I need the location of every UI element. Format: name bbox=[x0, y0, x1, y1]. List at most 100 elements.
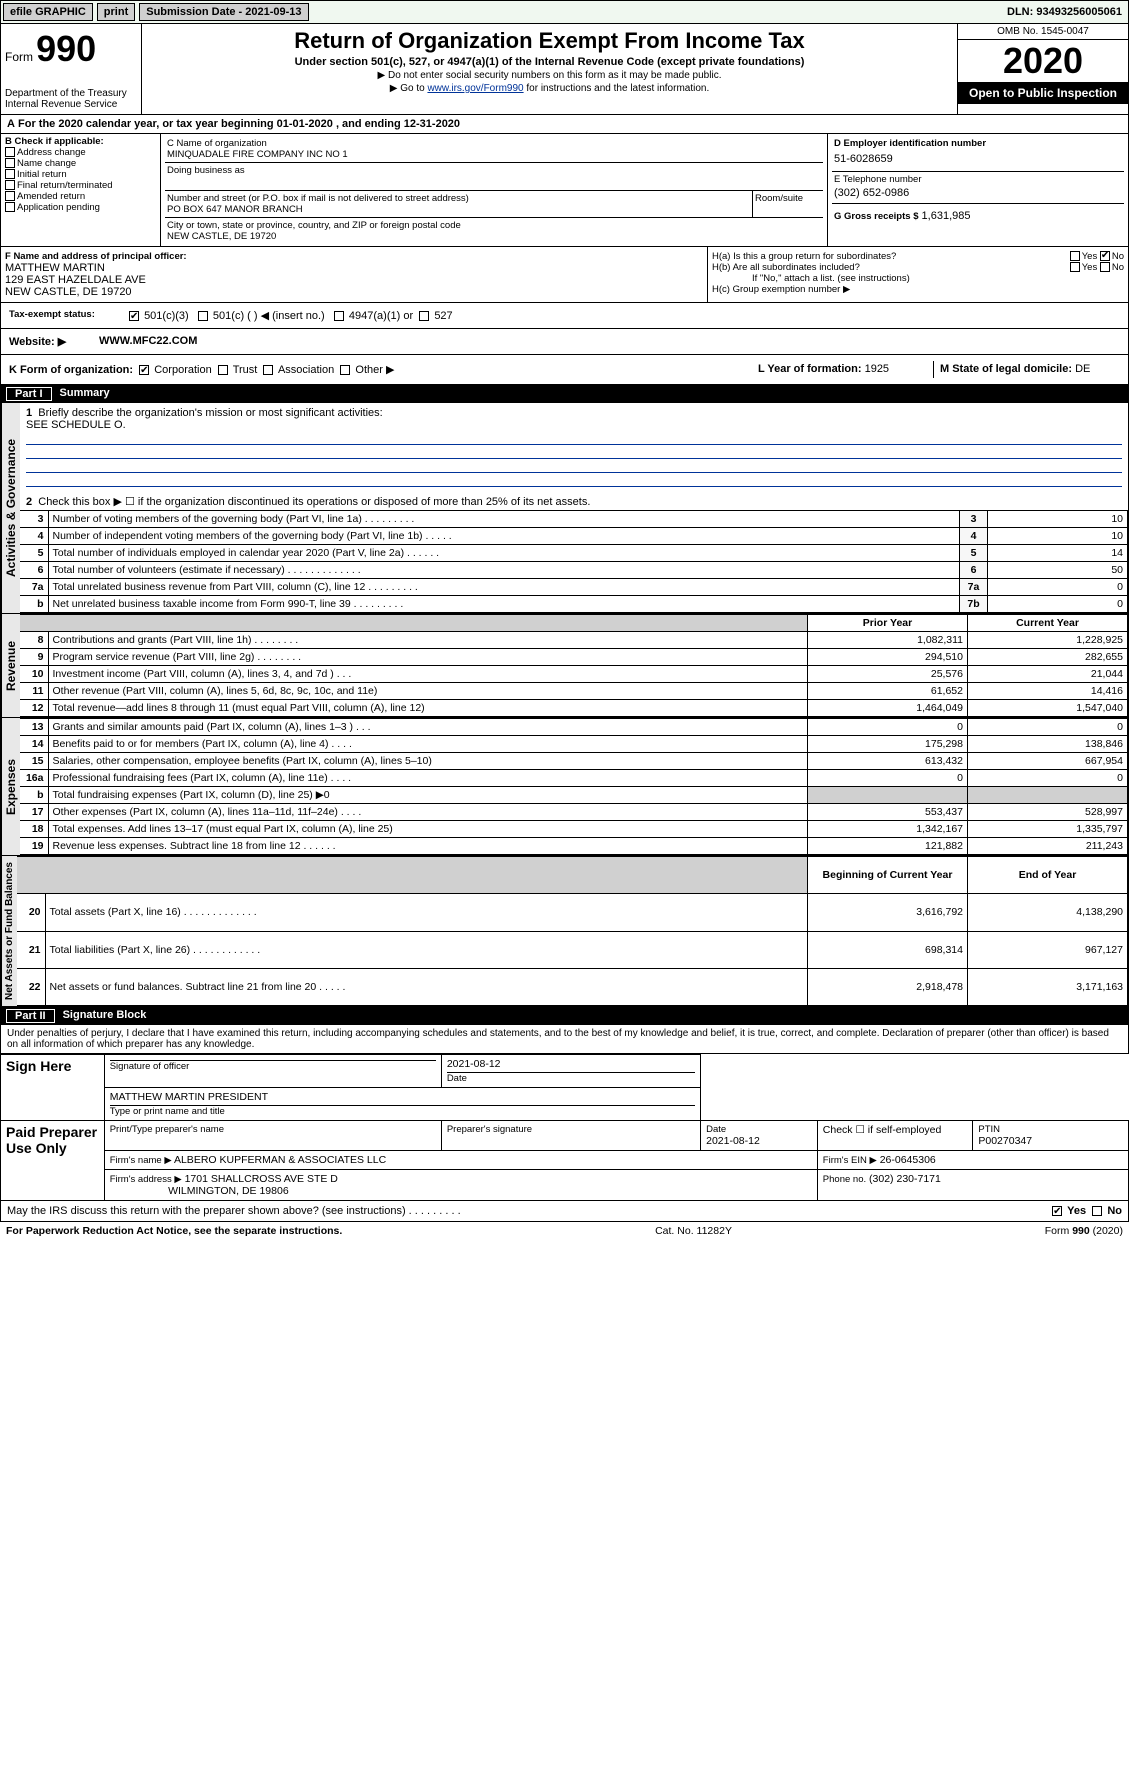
k-assoc: Association bbox=[278, 364, 334, 376]
f-label: F Name and address of principal officer: bbox=[5, 251, 703, 262]
netassets-table: Beginning of Current YearEnd of Year20To… bbox=[17, 856, 1128, 1006]
e-label: E Telephone number bbox=[834, 174, 1122, 185]
addr-label: Number and street (or P.O. box if mail i… bbox=[167, 193, 750, 204]
table-row: 4Number of independent voting members of… bbox=[20, 528, 1128, 545]
firm-name: ALBERO KUPFERMAN & ASSOCIATES LLC bbox=[174, 1154, 386, 1166]
mission-text: SEE SCHEDULE O. bbox=[26, 419, 1122, 431]
col-b: B Check if applicable: Address change Na… bbox=[1, 134, 161, 246]
g-label: G Gross receipts $ bbox=[834, 211, 918, 222]
hb-no[interactable] bbox=[1100, 262, 1110, 272]
expenses-section: Expenses 13Grants and similar amounts pa… bbox=[0, 718, 1129, 856]
print-button[interactable]: print bbox=[97, 3, 135, 21]
firm-name-label: Firm's name ▶ bbox=[110, 1155, 172, 1166]
irs-label: Internal Revenue Service bbox=[5, 99, 137, 110]
expenses-table: 13Grants and similar amounts paid (Part … bbox=[20, 718, 1128, 855]
table-row: 20Total assets (Part X, line 16) . . . .… bbox=[17, 894, 1128, 931]
k-label: K Form of organization: bbox=[9, 364, 133, 376]
part1-header: Part I Summary bbox=[0, 385, 1129, 403]
note-pre: ▶ Go to bbox=[390, 83, 428, 94]
firm-ein: 26-0645306 bbox=[880, 1154, 936, 1166]
officer-printed: MATTHEW MARTIN PRESIDENT bbox=[110, 1091, 695, 1103]
firm-ein-label: Firm's EIN ▶ bbox=[823, 1155, 877, 1166]
efile-button[interactable]: efile GRAPHIC bbox=[3, 3, 93, 21]
rule-line bbox=[26, 433, 1122, 445]
paid-preparer: Paid Preparer Use Only bbox=[1, 1121, 105, 1201]
omb-number: OMB No. 1545-0047 bbox=[958, 24, 1128, 40]
hb-yes[interactable] bbox=[1070, 262, 1080, 272]
website: WWW.MFC22.COM bbox=[95, 333, 201, 350]
line-j: Website: ▶ WWW.MFC22.COM bbox=[0, 329, 1129, 355]
chk-other[interactable] bbox=[340, 365, 350, 375]
discuss-yes[interactable] bbox=[1052, 1206, 1062, 1216]
b-item: Initial return bbox=[17, 169, 67, 180]
chk-name-change[interactable] bbox=[5, 158, 15, 168]
cat-no: Cat. No. 11282Y bbox=[655, 1225, 732, 1237]
form-subtitle: Under section 501(c), 527, or 4947(a)(1)… bbox=[146, 56, 953, 68]
k-other: Other ▶ bbox=[355, 364, 394, 376]
table-row: 12Total revenue—add lines 8 through 11 (… bbox=[20, 700, 1128, 717]
yes-label: Yes bbox=[1082, 262, 1098, 273]
part2-header: Part II Signature Block bbox=[0, 1007, 1129, 1025]
table-row: 14Benefits paid to or for members (Part … bbox=[20, 736, 1128, 753]
table-row: 15Salaries, other compensation, employee… bbox=[20, 753, 1128, 770]
col-deg: D Employer identification number 51-6028… bbox=[828, 134, 1128, 246]
table-row: bNet unrelated business taxable income f… bbox=[20, 596, 1128, 613]
pra-notice: For Paperwork Reduction Act Notice, see … bbox=[6, 1225, 342, 1237]
rule-line bbox=[26, 475, 1122, 487]
a-text: For the 2020 calendar year, or tax year … bbox=[18, 118, 460, 130]
yes-label: Yes bbox=[1082, 251, 1098, 262]
table-row: 10Investment income (Part VIII, column (… bbox=[20, 666, 1128, 683]
discuss-text: May the IRS discuss this return with the… bbox=[7, 1205, 461, 1217]
table-row: bTotal fundraising expenses (Part IX, co… bbox=[20, 787, 1128, 804]
sig-label: Signature of officer bbox=[110, 1061, 436, 1072]
note-ssn: ▶ Do not enter social security numbers o… bbox=[146, 70, 953, 81]
chk-501c3[interactable] bbox=[129, 311, 139, 321]
officer-addr1: 129 EAST HAZELDALE AVE bbox=[5, 274, 703, 286]
gross-receipts: 1,631,985 bbox=[922, 210, 971, 222]
line1-label: Briefly describe the organization's miss… bbox=[38, 407, 382, 419]
b-label: B Check if applicable: bbox=[5, 136, 156, 147]
a-prefix: A bbox=[7, 118, 15, 130]
revenue-section: Revenue Prior YearCurrent Year8Contribut… bbox=[0, 614, 1129, 718]
ein: 51-6028659 bbox=[834, 149, 1122, 169]
part1-title: Summary bbox=[60, 387, 110, 401]
rule-line bbox=[26, 447, 1122, 459]
chk-amended[interactable] bbox=[5, 191, 15, 201]
dba-label: Doing business as bbox=[167, 165, 821, 176]
chk-address-change[interactable] bbox=[5, 147, 15, 157]
chk-final-return[interactable] bbox=[5, 180, 15, 190]
table-row: 18Total expenses. Add lines 13–17 (must … bbox=[20, 821, 1128, 838]
line-i: Tax-exempt status: 501(c)(3) 501(c) ( ) … bbox=[0, 303, 1129, 329]
line-klm: K Form of organization: Corporation Trus… bbox=[0, 355, 1129, 385]
city-label: City or town, state or province, country… bbox=[167, 220, 821, 231]
d-label: D Employer identification number bbox=[834, 138, 1122, 149]
discuss-row: May the IRS discuss this return with the… bbox=[0, 1201, 1129, 1222]
table-row: 17Other expenses (Part IX, column (A), l… bbox=[20, 804, 1128, 821]
table-row: 13Grants and similar amounts paid (Part … bbox=[20, 719, 1128, 736]
chk-assoc[interactable] bbox=[263, 365, 273, 375]
chk-initial-return[interactable] bbox=[5, 169, 15, 179]
hb-note: If "No," attach a list. (see instruction… bbox=[712, 273, 1124, 284]
form-header: Form 990 Department of the Treasury Inte… bbox=[0, 24, 1129, 115]
prep-date: 2021-08-12 bbox=[706, 1135, 812, 1147]
chk-app-pending[interactable] bbox=[5, 202, 15, 212]
date-label: Date bbox=[447, 1073, 695, 1084]
chk-501c[interactable] bbox=[198, 311, 208, 321]
irs-link[interactable]: www.irs.gov/Form990 bbox=[427, 83, 523, 94]
line-a: A For the 2020 calendar year, or tax yea… bbox=[0, 115, 1129, 134]
chk-4947[interactable] bbox=[334, 311, 344, 321]
revenue-table: Prior YearCurrent Year8Contributions and… bbox=[20, 614, 1128, 717]
firm-phone: (302) 230-7171 bbox=[869, 1173, 941, 1185]
year-formation: 1925 bbox=[865, 363, 889, 375]
ptin-label: PTIN bbox=[978, 1124, 1123, 1135]
table-row: 22Net assets or fund balances. Subtract … bbox=[17, 968, 1128, 1005]
ha-no[interactable] bbox=[1100, 251, 1110, 261]
submission-date: Submission Date - 2021-09-13 bbox=[139, 3, 308, 21]
note-goto: ▶ Go to www.irs.gov/Form990 for instruct… bbox=[146, 83, 953, 94]
ha-yes[interactable] bbox=[1070, 251, 1080, 261]
chk-trust[interactable] bbox=[218, 365, 228, 375]
chk-corp[interactable] bbox=[139, 365, 149, 375]
chk-527[interactable] bbox=[419, 311, 429, 321]
discuss-no[interactable] bbox=[1092, 1206, 1102, 1216]
bcdeg-block: B Check if applicable: Address change Na… bbox=[0, 134, 1129, 247]
